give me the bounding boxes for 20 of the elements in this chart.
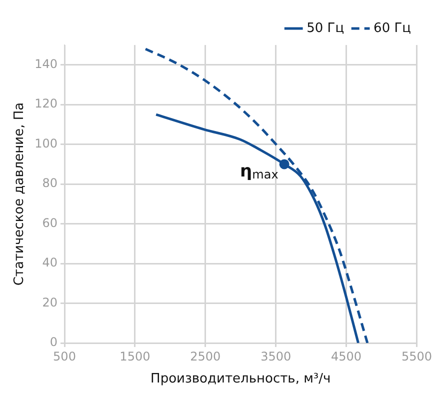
y-axis-title: Статическое давление, Па xyxy=(12,102,28,286)
x-tick-label: 500 xyxy=(53,349,76,364)
y-tick-label: 40 xyxy=(42,256,58,270)
legend-label: 60 Гц xyxy=(374,20,412,36)
x-tick-label: 2500 xyxy=(190,349,221,364)
x-tick-label: 3500 xyxy=(260,349,292,364)
y-tick-label: 140 xyxy=(34,56,58,71)
x-tick-label: 4500 xyxy=(331,349,362,364)
y-tick-label: 20 xyxy=(42,295,58,310)
line-series xyxy=(144,48,369,343)
y-tick-label: 120 xyxy=(34,96,58,111)
y-tick-label: 0 xyxy=(50,335,58,350)
y-tick-label: 100 xyxy=(34,136,58,150)
legend-label: 50 Гц xyxy=(306,20,344,36)
y-tick-label: 80 xyxy=(42,176,58,190)
x-tick-label: 5500 xyxy=(401,349,432,364)
y-tick-label: 60 xyxy=(42,216,58,230)
annotation: ηmax xyxy=(240,162,278,182)
x-axis-title: Производительность, м³/ч xyxy=(150,372,331,387)
x-tick-label: 1500 xyxy=(120,349,150,364)
